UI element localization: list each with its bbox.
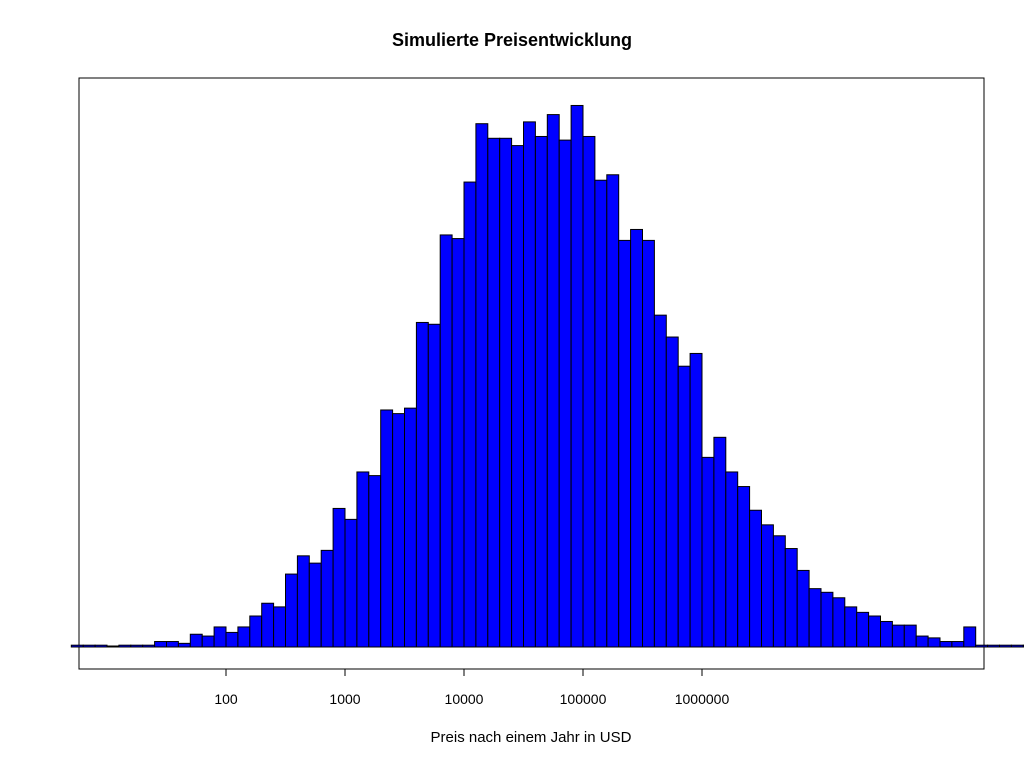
histogram-bar (273, 606, 287, 648)
x-tick-label: 10000 (445, 691, 484, 707)
histogram-bar (475, 123, 489, 648)
histogram-bar (368, 475, 382, 648)
histogram-bar (296, 555, 310, 648)
histogram-bar (487, 137, 501, 648)
histogram-bar (939, 641, 953, 648)
plot-frame (78, 77, 985, 670)
histogram-bar (642, 239, 655, 648)
histogram-bar (963, 626, 977, 648)
histogram-bar (1010, 644, 1024, 648)
x-tick-label: 100 (214, 691, 238, 707)
histogram-bar (570, 104, 584, 648)
histogram-bar (713, 436, 727, 648)
histogram-bar (213, 626, 227, 648)
histogram-bar (523, 121, 536, 648)
histogram-bar (618, 239, 632, 648)
x-tick-label: 1000000 (675, 691, 730, 707)
x-axis-label: Preis nach einem Jahr in USD (430, 729, 632, 746)
histogram-bar (499, 137, 513, 648)
histogram-bar (677, 365, 691, 648)
histogram-bar (201, 635, 215, 648)
histogram-bar (856, 611, 870, 648)
histogram-bar (118, 644, 132, 648)
histogram-bar (332, 507, 346, 648)
histogram-bar (177, 642, 191, 648)
histogram-bar (927, 637, 941, 648)
histogram-bar (415, 321, 429, 648)
histogram-bar (606, 174, 620, 648)
histogram-bar (749, 509, 762, 648)
histogram-bar (534, 135, 548, 648)
histogram-bar (844, 606, 858, 648)
histogram-bar (546, 114, 560, 648)
histogram-bar (94, 644, 108, 648)
histogram-bar (880, 620, 893, 648)
x-axis-ticks: 100 1000 10000 100000 1000000 (214, 669, 729, 707)
histogram-bar (82, 644, 96, 648)
histogram-bar (761, 524, 774, 648)
chart-title: Simulierte Preisentwicklung (391, 30, 633, 50)
x-tick-label: 1000 (329, 691, 360, 707)
histogram-bar (903, 624, 917, 648)
histogram-bar (689, 352, 703, 648)
histogram-bar (665, 336, 679, 648)
histogram-bar (404, 407, 417, 648)
histogram-bar (832, 597, 846, 648)
histogram-bar (261, 602, 275, 648)
histogram-bar (130, 644, 144, 648)
histogram-bar (594, 179, 608, 648)
histogram-bar (344, 518, 358, 648)
histogram-bar (725, 471, 739, 648)
x-tick-label: 100000 (560, 691, 607, 707)
histogram-bar (987, 644, 1000, 648)
histogram-bar (951, 641, 965, 648)
histogram-bar (653, 314, 667, 648)
histogram-bar (975, 644, 989, 648)
histogram-bar (451, 238, 465, 648)
histogram-bar (808, 588, 822, 648)
histogram-bar (915, 635, 929, 648)
histogram-bar (392, 413, 406, 648)
histogram-bar (356, 471, 370, 648)
histogram-bar (784, 548, 798, 648)
histogram-bar (225, 631, 239, 648)
histogram-bar (380, 409, 394, 648)
histogram-bar (154, 641, 168, 648)
histogram-bar (582, 135, 596, 648)
histogram-bar (772, 535, 786, 648)
histogram-bar (868, 615, 881, 648)
histogram-bar (166, 641, 179, 648)
histogram-bar (308, 562, 322, 648)
histogram-bar (999, 644, 1012, 648)
histogram-bars (70, 104, 1024, 648)
histogram-bar (249, 615, 263, 648)
histogram-bar (427, 323, 441, 648)
histogram-bar (106, 645, 120, 648)
histogram-bar (463, 181, 477, 648)
histogram-bar (630, 228, 643, 648)
histogram-bar (142, 644, 156, 648)
histogram-bar (237, 626, 251, 648)
histogram-bar (891, 624, 905, 648)
histogram-bar (70, 644, 84, 648)
histogram-bar (320, 549, 334, 648)
histogram-bar (820, 591, 834, 648)
histogram-bar (701, 456, 715, 648)
histogram-bar (737, 486, 751, 648)
histogram-bar (558, 139, 572, 648)
histogram-bar (439, 234, 453, 648)
histogram-bar (285, 573, 298, 648)
histogram-bar (796, 569, 810, 648)
histogram-bar (511, 145, 525, 648)
histogram-bar (189, 633, 203, 648)
